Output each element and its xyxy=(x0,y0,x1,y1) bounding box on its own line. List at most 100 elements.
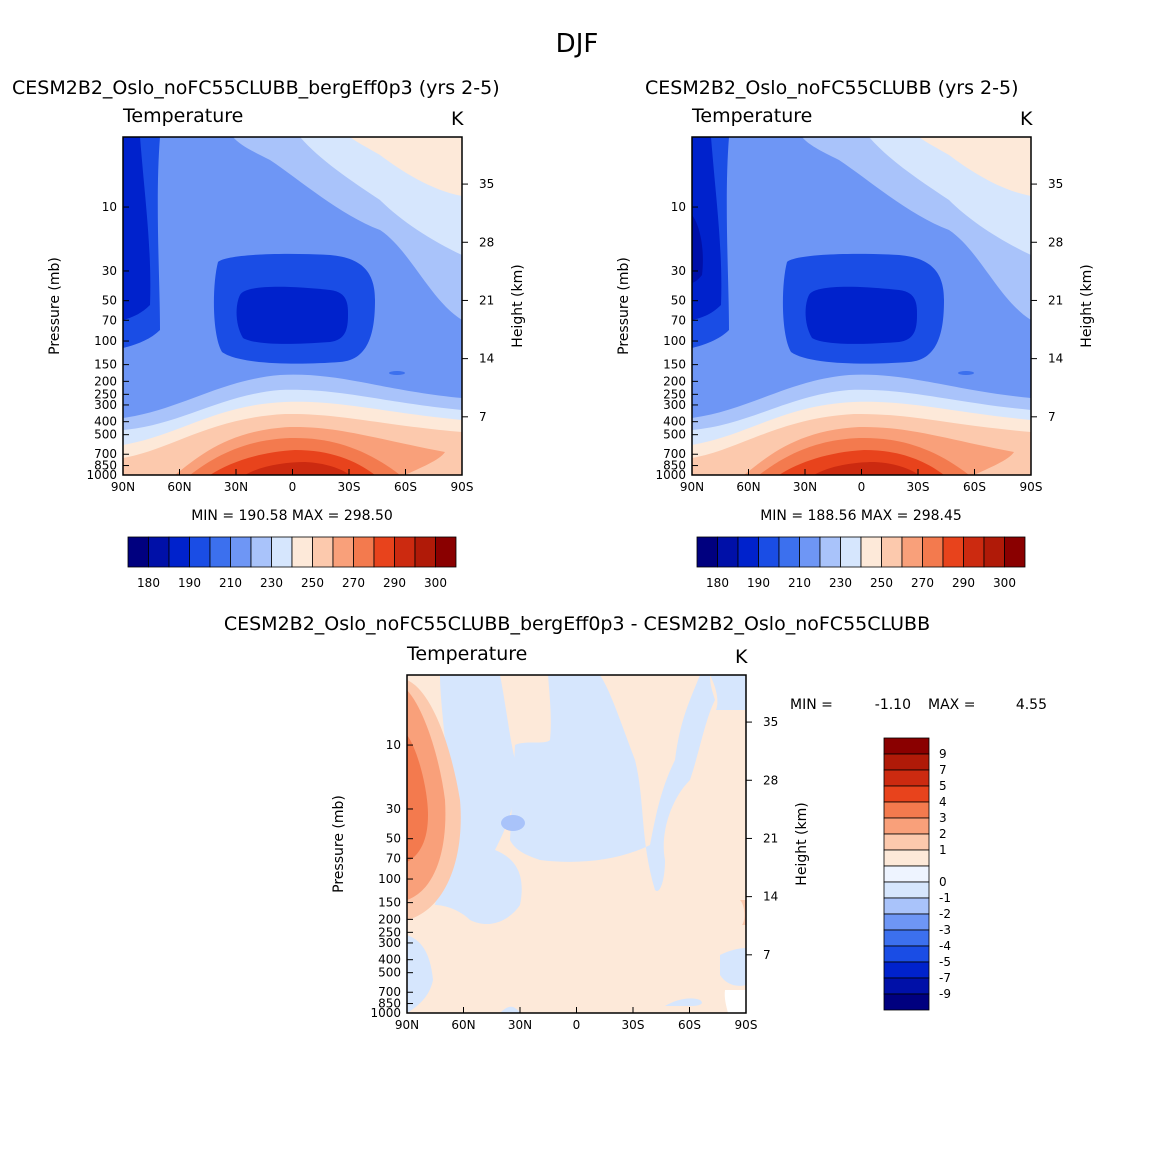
colorbar-swatch xyxy=(883,849,930,867)
y-tick-label: 400 xyxy=(94,415,117,429)
contour-fill xyxy=(407,735,428,862)
panel-right-title: CESM2B2_Oslo_noFC55CLUBB (yrs 2-5) xyxy=(645,77,1019,99)
contour-fill xyxy=(958,371,974,375)
colorbar-label: 270 xyxy=(911,576,934,590)
colorbar-swatch xyxy=(883,977,930,995)
x-tick-label: 90S xyxy=(451,480,474,494)
colorbar-swatch xyxy=(291,536,313,568)
y-tick-label: 70 xyxy=(102,313,117,327)
y-tick-label: 100 xyxy=(663,334,686,348)
colorbar-label: 230 xyxy=(260,576,283,590)
colorbar-label: 7 xyxy=(939,763,947,777)
panel-diff-axes: 1030507010015020025030040050070085010003… xyxy=(370,715,778,1032)
panel-diff-subtitle: Temperature xyxy=(406,643,527,665)
colorbar-swatch xyxy=(883,769,930,787)
colorbar-label: 300 xyxy=(424,576,447,590)
y-tick-label: 200 xyxy=(663,374,686,388)
y-tick-label: 300 xyxy=(94,398,117,412)
colorbar-label: 3 xyxy=(939,811,947,825)
colorbar-swatch xyxy=(312,536,334,568)
y-tick-label: 700 xyxy=(94,447,117,461)
figure-title: DJF xyxy=(556,29,599,59)
contour-fill xyxy=(919,137,1031,196)
contour-fill xyxy=(123,137,151,320)
panel-right-axes: 1030507010015020025030040050070085010003… xyxy=(655,177,1063,494)
colorbar-swatch xyxy=(883,785,930,803)
panel-right-contours xyxy=(692,137,1031,475)
y-tick-label: 100 xyxy=(378,872,401,886)
colorbar-swatch xyxy=(819,536,841,568)
x-tick-label: 60S xyxy=(678,1018,701,1032)
y-tick-label: 700 xyxy=(663,447,686,461)
colorbar-swatch xyxy=(883,801,930,819)
y-tick-label: 30 xyxy=(102,264,117,278)
colorbar-swatch xyxy=(881,536,903,568)
x-tick-label: 30S xyxy=(338,480,361,494)
colorbar-label: 5 xyxy=(939,779,947,793)
x-tick-label: 30N xyxy=(508,1018,532,1032)
colorbar-swatch xyxy=(189,536,211,568)
colorbar-swatch xyxy=(1004,536,1026,568)
y-tick-label: 250 xyxy=(663,387,686,401)
colorbar-swatch xyxy=(883,961,930,979)
y-tick-label: 100 xyxy=(94,334,117,348)
colorbar-label: -9 xyxy=(939,987,951,1001)
panel-diff-units: K xyxy=(735,646,748,668)
y-tick-label: 10 xyxy=(102,200,117,214)
x-tick-label: 90N xyxy=(111,480,135,494)
panel-diff: CESM2B2_Oslo_noFC55CLUBB_bergEff0p3 - CE… xyxy=(224,613,1047,1032)
colorbar-label: 2 xyxy=(939,827,947,841)
colorbar-swatch xyxy=(883,913,930,931)
panel-diff-min-value: -1.10 xyxy=(875,697,911,713)
x-tick-label: 60S xyxy=(963,480,986,494)
contour-fill xyxy=(665,998,702,1006)
contour-fill xyxy=(692,215,703,283)
contour-fill xyxy=(501,815,525,831)
contour-fill xyxy=(740,900,746,925)
colorbar-swatch xyxy=(168,536,190,568)
contour-fill xyxy=(435,675,522,925)
colorbar-label: -1 xyxy=(939,891,951,905)
colorbar-label: 300 xyxy=(993,576,1016,590)
x-tick-label: 30N xyxy=(793,480,817,494)
contour-fill xyxy=(814,462,919,475)
contour-fill xyxy=(236,286,348,344)
colorbar-label: 290 xyxy=(383,576,406,590)
x-tick-label: 60N xyxy=(451,1018,475,1032)
panel-diff-min-label: MIN = xyxy=(790,697,833,713)
contour-fill xyxy=(720,948,746,986)
colorbar-label: 210 xyxy=(219,576,242,590)
panel-diff-max-label: MAX = xyxy=(928,697,975,713)
panel-left-ylabel-right: Height (km) xyxy=(510,264,526,347)
colorbar-swatch xyxy=(883,929,930,947)
y-right-tick-label: 35 xyxy=(479,177,494,191)
y-right-tick-label: 35 xyxy=(1048,177,1063,191)
x-tick-label: 30N xyxy=(224,480,248,494)
x-tick-label: 30S xyxy=(907,480,930,494)
y-tick-label: 50 xyxy=(102,294,117,308)
colorbar-swatch xyxy=(271,536,293,568)
colorbar-swatch xyxy=(942,536,964,568)
colorbar-label: 290 xyxy=(952,576,975,590)
colorbar-swatch xyxy=(883,817,930,835)
x-tick-label: 0 xyxy=(289,480,297,494)
y-right-tick-label: 21 xyxy=(763,831,778,845)
colorbar-swatch xyxy=(901,536,923,568)
colorbar-swatch xyxy=(435,536,457,568)
colorbar-swatch xyxy=(394,536,416,568)
y-tick-label: 200 xyxy=(94,374,117,388)
colorbar-swatch xyxy=(840,536,862,568)
colorbar-swatch xyxy=(883,897,930,915)
x-tick-label: 60N xyxy=(167,480,191,494)
panel-right-units: K xyxy=(1020,108,1033,130)
colorbar-swatch xyxy=(799,536,821,568)
y-right-tick-label: 14 xyxy=(479,352,494,366)
x-tick-label: 0 xyxy=(573,1018,581,1032)
y-tick-label: 400 xyxy=(663,415,686,429)
colorbar-label: -4 xyxy=(939,939,951,953)
y-tick-label: 400 xyxy=(378,953,401,967)
colorbar-swatch xyxy=(883,881,930,899)
colorbar-label: 4 xyxy=(939,795,947,809)
x-tick-label: 90S xyxy=(735,1018,758,1032)
